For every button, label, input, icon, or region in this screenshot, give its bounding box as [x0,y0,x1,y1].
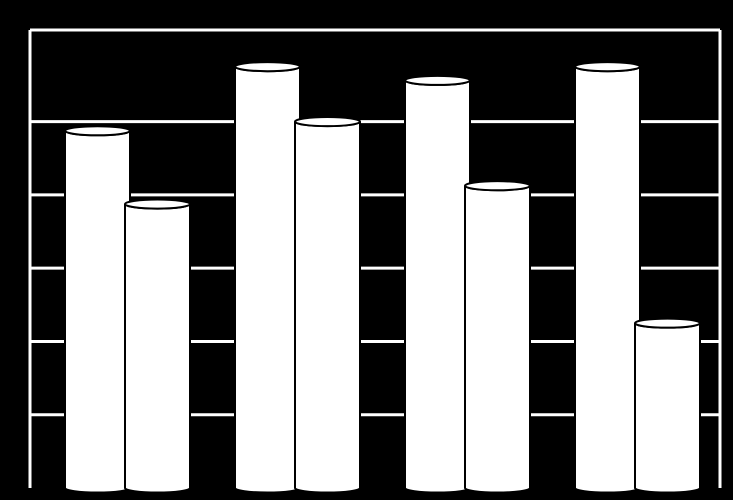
bar-2-1-cap [465,181,530,190]
bar-0-1-body [125,204,190,493]
bar-3-1-body [635,323,700,492]
bar-1-1-cap [295,117,360,126]
bar-2-0-body [405,80,470,492]
bar-1-1-body [295,122,360,493]
bar-1-0-body [235,67,300,493]
bar-3-1-cap [635,319,700,328]
bar-0-1-cap [125,199,190,208]
chart-svg [0,0,733,500]
bar-0-0-body [65,131,130,493]
bar-3-0-body [575,67,640,493]
bar-chart [0,0,733,500]
bar-1-0-cap [235,62,300,71]
bar-3-0-cap [575,62,640,71]
bar-2-1-body [465,186,530,493]
bar-2-0-cap [405,76,470,85]
bar-0-0-cap [65,126,130,135]
